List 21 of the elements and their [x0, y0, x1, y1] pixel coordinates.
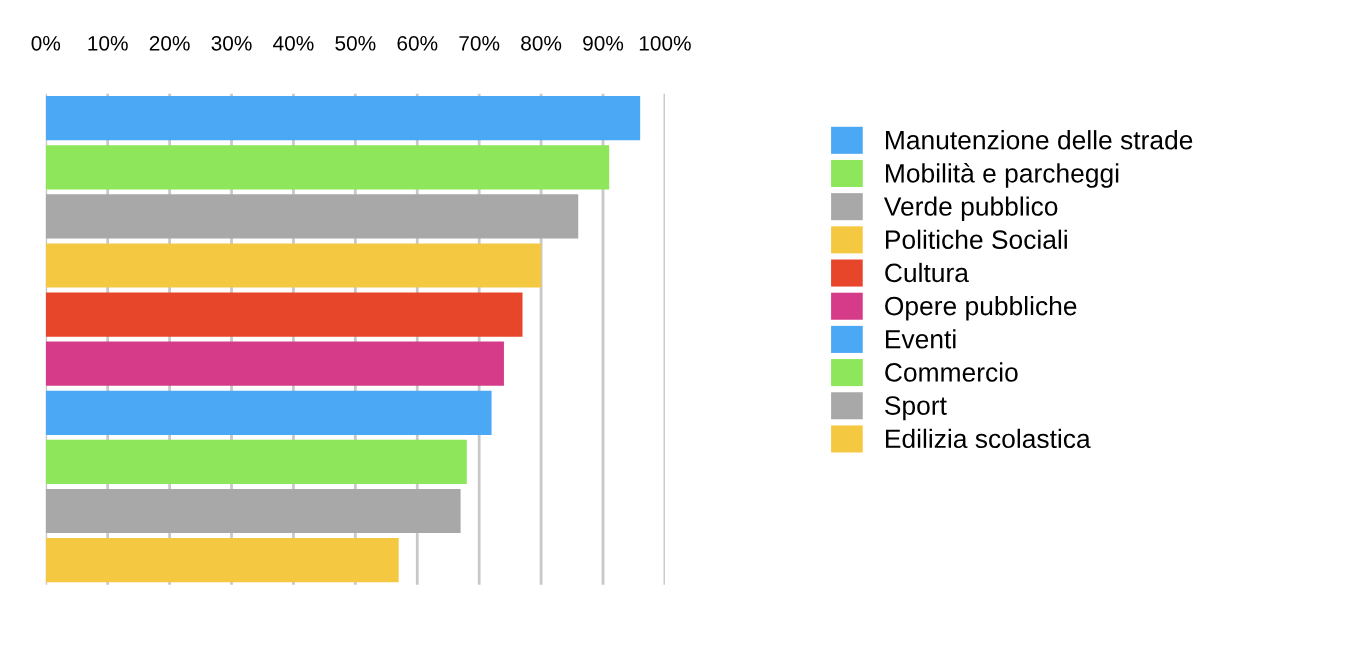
legend-label: Manutenzione delle strade	[886, 130, 1193, 150]
legend-label: Opere pubbliche	[885, 296, 1077, 321]
x-tick-label: 50%	[335, 35, 376, 51]
x-tick-label: 30%	[211, 35, 252, 51]
x-tick-label: 100%	[639, 35, 691, 51]
legend-label: Cultura	[885, 262, 969, 283]
legend-label: Verde pubblico	[883, 196, 1058, 222]
legend-label: Commercio	[885, 362, 1018, 382]
legend-label: Edilizia scolastica	[886, 428, 1091, 449]
legend-label: Eventi	[886, 329, 956, 349]
x-tick-label: 40%	[273, 35, 314, 51]
x-tick-label: 70%	[459, 35, 500, 51]
legend-label: Politiche Sociali	[886, 229, 1067, 250]
x-tick-label: 80%	[521, 35, 562, 51]
x-tick-label: 10%	[88, 35, 128, 51]
legend-label: Mobilità e parcheggi	[886, 162, 1119, 188]
x-tick-label: 0%	[31, 35, 61, 51]
x-tick-label: 60%	[397, 35, 438, 51]
x-tick-label: 20%	[149, 35, 190, 51]
legend-label: Sport	[885, 396, 947, 421]
x-tick-label: 90%	[583, 35, 624, 51]
